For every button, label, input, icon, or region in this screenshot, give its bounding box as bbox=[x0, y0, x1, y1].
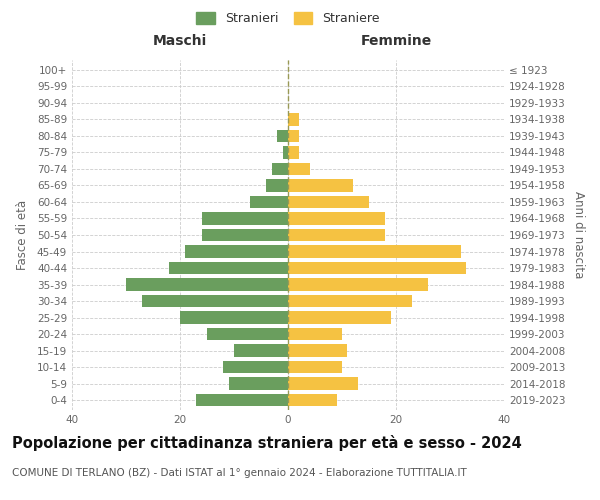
Bar bbox=[288, 246, 461, 258]
Bar bbox=[288, 212, 385, 224]
Bar bbox=[288, 146, 299, 158]
Bar bbox=[288, 295, 412, 307]
Bar bbox=[207, 328, 288, 340]
Bar bbox=[288, 262, 466, 274]
Bar bbox=[288, 130, 299, 142]
Text: Popolazione per cittadinanza straniera per età e sesso - 2024: Popolazione per cittadinanza straniera p… bbox=[12, 435, 522, 451]
Bar bbox=[202, 229, 288, 241]
Bar bbox=[288, 394, 337, 406]
Y-axis label: Fasce di età: Fasce di età bbox=[16, 200, 29, 270]
Bar bbox=[288, 378, 358, 390]
Bar bbox=[223, 361, 288, 374]
Bar bbox=[196, 394, 288, 406]
Bar bbox=[202, 212, 288, 224]
Bar bbox=[288, 344, 347, 357]
Bar bbox=[277, 130, 288, 142]
Bar bbox=[126, 278, 288, 290]
Bar bbox=[250, 196, 288, 208]
Bar bbox=[142, 295, 288, 307]
Text: COMUNE DI TERLANO (BZ) - Dati ISTAT al 1° gennaio 2024 - Elaborazione TUTTITALIA: COMUNE DI TERLANO (BZ) - Dati ISTAT al 1… bbox=[12, 468, 467, 477]
Bar bbox=[288, 312, 391, 324]
Text: Maschi: Maschi bbox=[153, 34, 207, 48]
Y-axis label: Anni di nascita: Anni di nascita bbox=[572, 192, 585, 278]
Bar bbox=[180, 312, 288, 324]
Bar bbox=[288, 278, 428, 290]
Bar bbox=[288, 196, 369, 208]
Bar bbox=[272, 163, 288, 175]
Bar bbox=[288, 180, 353, 192]
Bar bbox=[185, 246, 288, 258]
Text: Femmine: Femmine bbox=[361, 34, 431, 48]
Bar bbox=[288, 328, 342, 340]
Bar bbox=[169, 262, 288, 274]
Legend: Stranieri, Straniere: Stranieri, Straniere bbox=[191, 7, 385, 30]
Bar bbox=[266, 180, 288, 192]
Bar bbox=[283, 146, 288, 158]
Bar bbox=[234, 344, 288, 357]
Bar bbox=[288, 229, 385, 241]
Bar bbox=[288, 361, 342, 374]
Bar bbox=[288, 163, 310, 175]
Bar bbox=[288, 113, 299, 126]
Bar bbox=[229, 378, 288, 390]
